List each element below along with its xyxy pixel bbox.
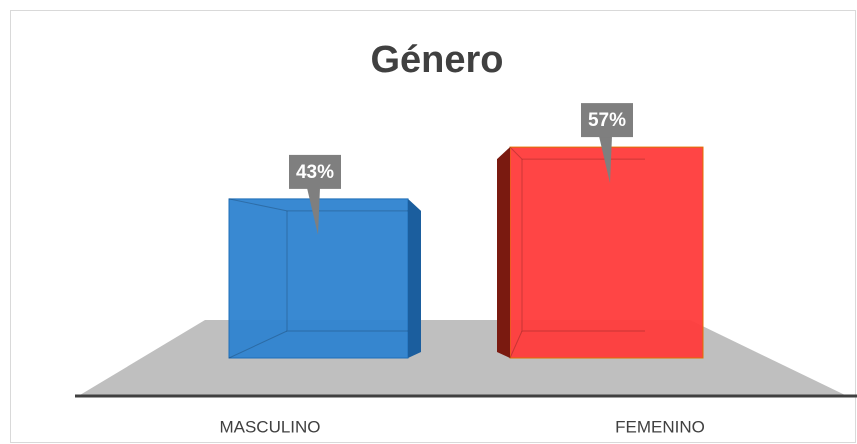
bar-side (497, 147, 510, 358)
bar-inner-edge (509, 146, 645, 160)
bar-inner-edge (521, 159, 645, 332)
value-callout-pointer (599, 136, 612, 184)
bar-inner-edge (509, 330, 523, 359)
bar-inner-edge (286, 210, 408, 332)
x-tick-label: FEMENINO (615, 417, 705, 436)
value-callout (289, 154, 341, 189)
x-tick-label: MASCULINO (219, 417, 320, 436)
value-label: 57% (588, 110, 626, 131)
value-callout-pointer (307, 187, 320, 235)
bar (228, 198, 409, 359)
bar-side (408, 198, 421, 358)
bar-inner-edge (228, 198, 408, 212)
bar (509, 146, 704, 359)
value-callout (581, 103, 633, 138)
bar-inner-edge (228, 330, 288, 359)
chart-title: Género (370, 39, 503, 81)
value-label: 43% (296, 162, 334, 183)
